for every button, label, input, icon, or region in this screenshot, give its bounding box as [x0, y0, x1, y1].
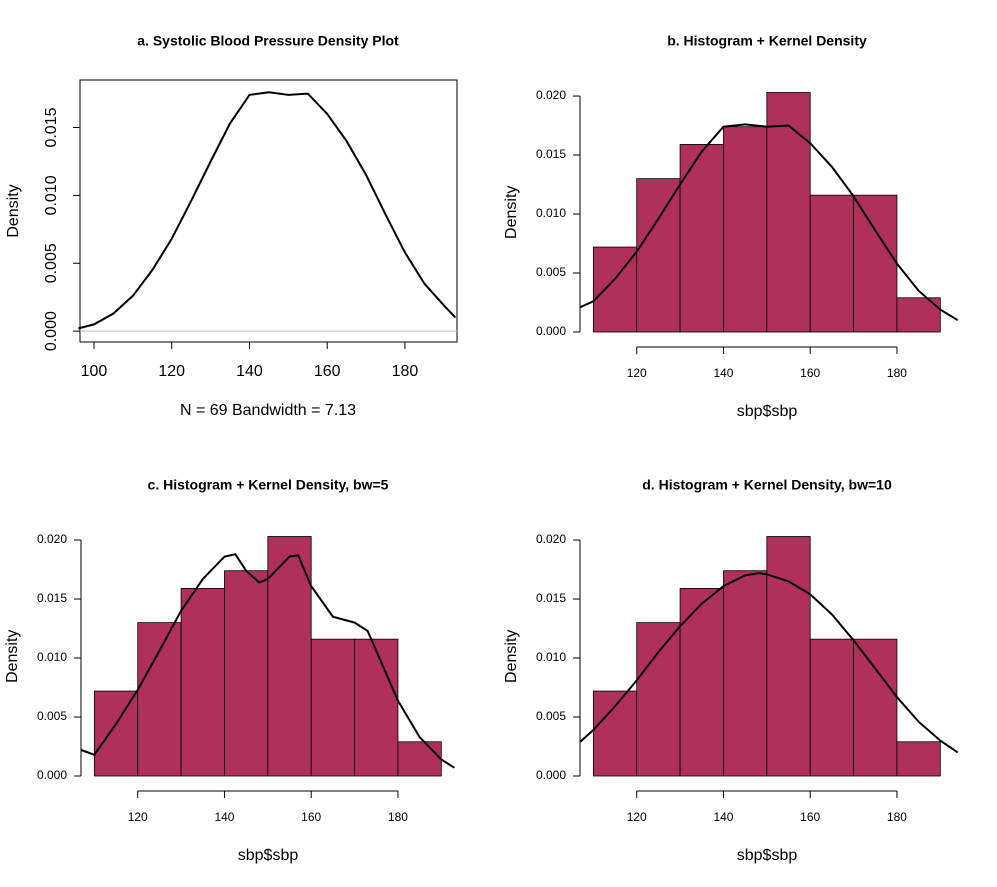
- x-tick-label: 140: [713, 810, 733, 824]
- y-tick-label: 0.000: [536, 324, 566, 338]
- y-tick-label: 0.005: [536, 265, 566, 279]
- x-axis-label: sbp$sbp: [737, 847, 798, 864]
- chart-title: c. Histogram + Kernel Density, bw=5: [148, 477, 389, 493]
- histogram-bar: [267, 536, 312, 777]
- y-tick-label: 0.010: [37, 650, 67, 664]
- histogram-bar: [809, 194, 854, 333]
- x-tick-label: 120: [627, 366, 647, 380]
- x-tick-label: 180: [392, 363, 419, 380]
- histogram-bar: [853, 194, 898, 333]
- histogram-bar: [853, 638, 898, 777]
- x-tick-label: 100: [81, 363, 108, 380]
- x-tick-label: 120: [158, 363, 185, 380]
- y-tick-label: 0.005: [536, 709, 566, 723]
- y-tick-label: 0.005: [43, 243, 60, 283]
- y-tick-label: 0.010: [536, 206, 566, 220]
- y-tick-label: 0.015: [536, 147, 566, 161]
- histogram-bar: [766, 536, 811, 777]
- y-tick-label: 0.010: [536, 650, 566, 664]
- chart-title: d. Histogram + Kernel Density, bw=10: [642, 477, 892, 493]
- y-tick-label: 0.015: [43, 107, 60, 147]
- x-tick-label: 180: [388, 810, 408, 824]
- y-tick-label: 0.000: [43, 311, 60, 351]
- x-tick-label: 140: [713, 366, 733, 380]
- histogram-bar: [137, 622, 182, 777]
- histogram-bar: [679, 588, 724, 777]
- x-tick-label: 180: [887, 810, 907, 824]
- y-tick-label: 0.000: [536, 768, 566, 782]
- histogram-bar: [636, 178, 681, 333]
- histogram-bar: [224, 570, 269, 777]
- x-tick-label: 120: [128, 810, 148, 824]
- chart-title: b. Histogram + Kernel Density: [667, 33, 867, 49]
- histogram-bar: [896, 741, 941, 777]
- histogram-bar: [397, 741, 442, 777]
- y-axis-label: Density: [503, 630, 520, 683]
- x-axis-label: sbp$sbp: [737, 403, 798, 420]
- y-tick-label: 0.020: [37, 532, 67, 546]
- y-tick-label: 0.015: [37, 591, 67, 605]
- x-tick-label: 160: [314, 363, 341, 380]
- density-line: [579, 572, 959, 754]
- density-line: [78, 91, 457, 330]
- y-axis-label: Density: [4, 630, 21, 683]
- y-axis-label: Density: [503, 186, 520, 239]
- histogram-bar: [723, 570, 768, 777]
- histogram-bar: [354, 638, 399, 777]
- histogram-bar: [723, 126, 768, 333]
- x-tick-label: 140: [236, 363, 263, 380]
- x-tick-label: 160: [800, 366, 820, 380]
- chart-title: a. Systolic Blood Pressure Density Plot: [137, 33, 399, 49]
- x-tick-label: 120: [627, 810, 647, 824]
- histogram-bar: [592, 690, 638, 777]
- y-tick-label: 0.020: [536, 88, 566, 102]
- histogram-bar: [679, 144, 724, 333]
- density-line: [80, 553, 455, 769]
- plot-box: [79, 79, 458, 343]
- x-tick-label: 140: [214, 810, 234, 824]
- subtitle: N = 69 Bandwidth = 7.13: [180, 402, 356, 419]
- histogram-bar: [180, 588, 225, 777]
- x-tick-label: 160: [301, 810, 321, 824]
- histogram-bar: [766, 92, 811, 333]
- y-tick-label: 0.005: [37, 709, 67, 723]
- histogram-bar: [310, 638, 355, 777]
- y-tick-label: 0.015: [536, 591, 566, 605]
- y-tick-label: 0.000: [37, 768, 67, 782]
- x-axis-label: sbp$sbp: [238, 847, 299, 864]
- density-line: [579, 123, 959, 322]
- y-axis-label: Density: [5, 184, 22, 237]
- histogram-bar: [636, 622, 681, 777]
- y-tick-label: 0.010: [43, 175, 60, 215]
- histogram-bar: [93, 690, 139, 777]
- x-tick-label: 160: [800, 810, 820, 824]
- histogram-bar: [809, 638, 854, 777]
- y-tick-label: 0.020: [536, 532, 566, 546]
- x-tick-label: 180: [887, 366, 907, 380]
